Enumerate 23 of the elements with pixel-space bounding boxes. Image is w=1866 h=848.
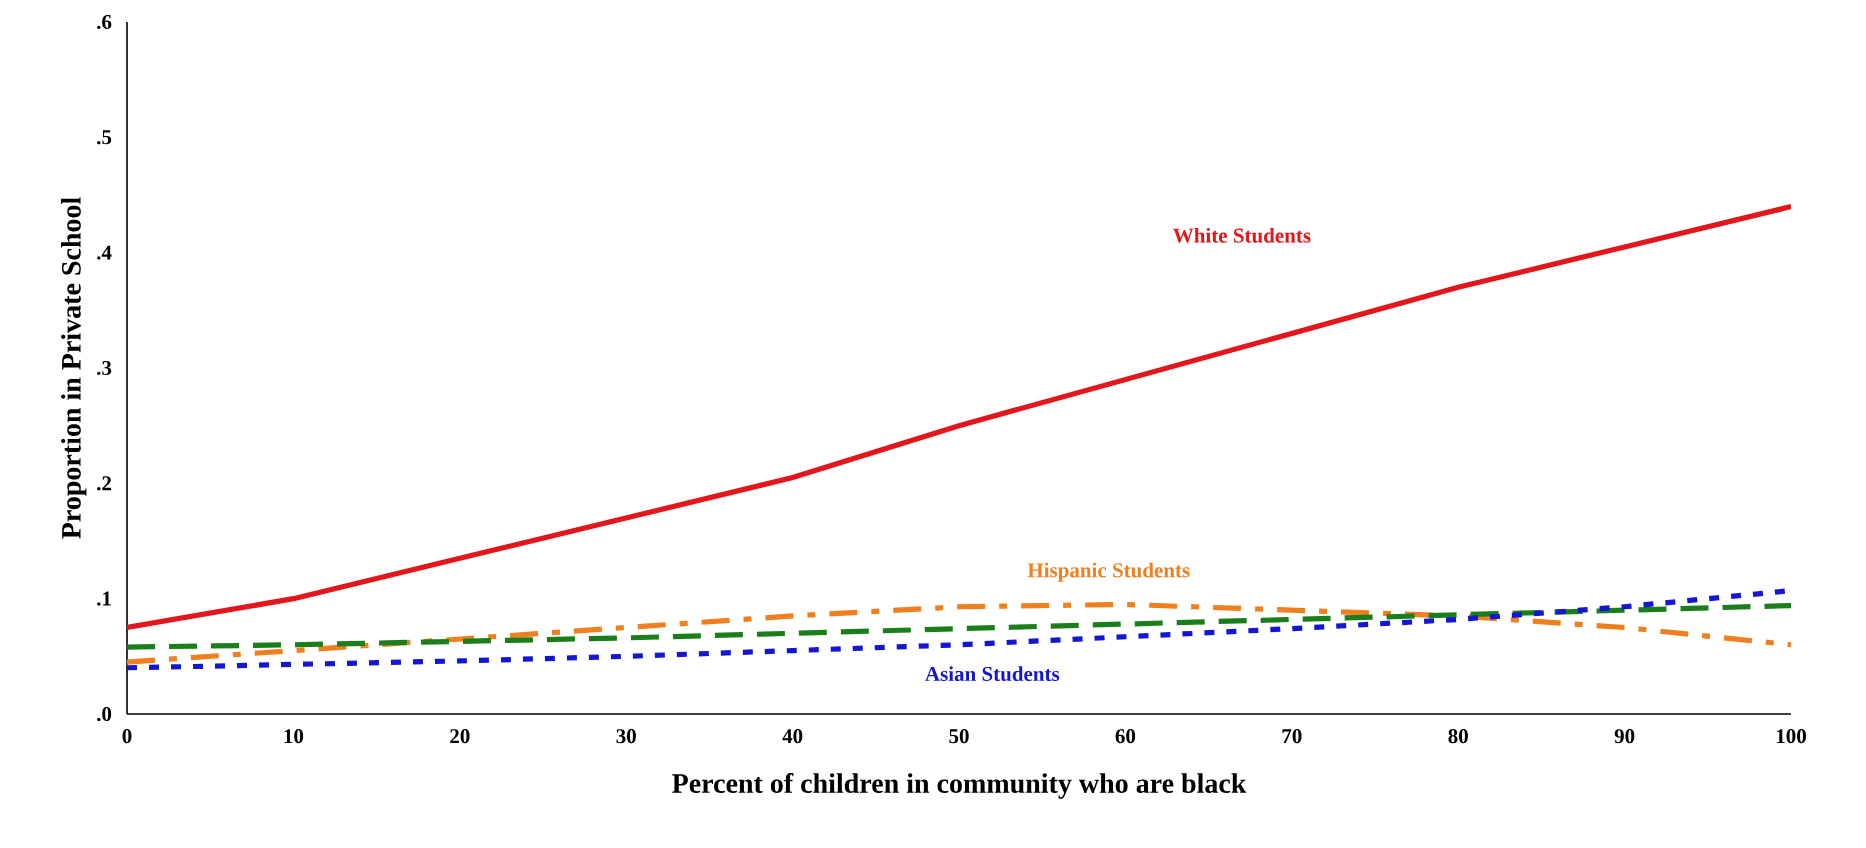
x-tick-label: 90 xyxy=(1614,729,1635,744)
y-tick-label: .1 xyxy=(97,591,111,606)
x-tick-label: 60 xyxy=(1115,729,1136,744)
text: White Students xyxy=(1173,227,1311,243)
x-tick-label: 50 xyxy=(949,729,969,744)
x-tick-label: 0 xyxy=(122,729,132,744)
y-tick-label: .6 xyxy=(97,14,112,30)
y-tick-label: .4 xyxy=(97,245,112,260)
y-tick-label: .5 xyxy=(97,130,112,145)
x-axis-title: Percent of children in community who are black xyxy=(672,772,1247,799)
x-tick-label: 10 xyxy=(284,729,304,744)
y-axis-title: Proportion in Private School xyxy=(61,197,87,539)
x-tick-label: 100 xyxy=(1776,729,1806,744)
series-label: Asian Students xyxy=(925,666,1060,682)
x-tick-label: 70 xyxy=(1282,729,1302,744)
y-tick-label: .2 xyxy=(97,476,112,491)
x-tick-label: 20 xyxy=(450,729,470,744)
x-tick-label: 30 xyxy=(616,729,636,744)
y-tick-label: .0 xyxy=(97,706,112,722)
series-label: Hispanic Students xyxy=(1027,562,1190,582)
y-tick-label: .3 xyxy=(97,360,112,376)
x-tick-label: 40 xyxy=(782,729,803,744)
x-tick-label: 80 xyxy=(1448,729,1468,744)
